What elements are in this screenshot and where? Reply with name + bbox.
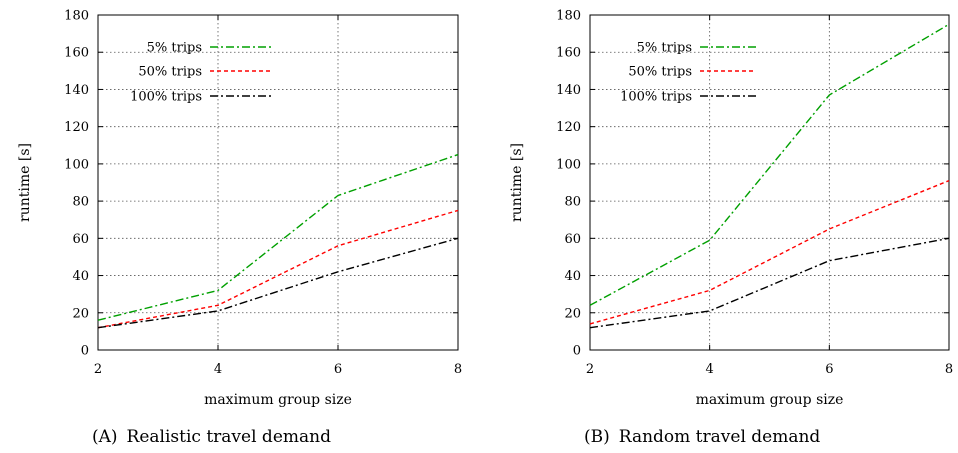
caption-text: Realistic travel demand [127,427,332,447]
series-line-3 [97,237,459,329]
y-tick-label: 20 [72,306,89,321]
series-line-1 [97,153,459,321]
chart-caption: (A) Realistic travel demand [92,427,331,447]
legend-label: 50% trips [628,65,692,80]
series-line-2 [589,179,950,325]
x-tick-label: 8 [945,362,953,377]
y-tick-label: 0 [573,344,581,359]
chart-caption: (B) Random travel demand [584,427,820,447]
series-line-3 [589,237,950,329]
plot-frame [589,14,950,351]
y-tick-label: 40 [564,269,581,284]
x-axis-label: maximum group size [696,392,844,408]
legend-label: 5% trips [147,41,202,56]
x-tick-label: 2 [586,362,594,377]
caption-tag: (B) [584,427,610,447]
y-tick-label: 0 [81,344,89,359]
legend-label: 50% trips [138,65,202,80]
y-tick-label: 80 [564,195,581,210]
x-tick-label: 4 [214,362,222,377]
caption-text: Random travel demand [619,427,821,447]
chart-2: 0 20 40 60 80 100 120 140 160 180 2 4 6 8 maximum grou… [509,9,953,448]
y-tick-label: 120 [556,120,581,135]
y-tick-label: 160 [64,46,89,61]
plot-frame [97,14,459,351]
x-tick-label: 6 [334,362,342,377]
y-axis-label: runtime [s] [509,143,525,222]
y-tick-label: 80 [72,195,89,210]
y-axis-label: runtime [s] [17,143,33,222]
y-tick-label: 60 [72,232,89,247]
y-tick-label: 120 [64,120,89,135]
x-tick-label: 4 [706,362,714,377]
y-tick-label: 180 [64,9,89,24]
series-line-2 [97,209,459,329]
y-tick-label: 140 [556,83,581,98]
x-tick-label: 2 [94,362,102,377]
y-tick-label: 100 [64,157,89,172]
y-tick-label: 100 [556,157,581,172]
legend-label: 100% trips [130,90,202,105]
x-tick-label: 8 [454,362,462,377]
y-tick-label: 180 [556,9,581,24]
series-line-1 [589,23,950,306]
y-tick-label: 160 [556,46,581,61]
x-axis-label: maximum group size [204,392,352,408]
x-tick-label: 6 [825,362,833,377]
y-tick-label: 20 [564,306,581,321]
chart-1: 0 20 40 60 80 100 120 140 160 180 2 4 6 8 maximum grou… [17,9,462,448]
legend-label: 100% trips [620,90,692,105]
y-tick-label: 140 [64,83,89,98]
y-tick-label: 60 [564,232,581,247]
y-tick-label: 40 [72,269,89,284]
legend-label: 5% trips [637,41,692,56]
caption-tag: (A) [92,427,118,447]
